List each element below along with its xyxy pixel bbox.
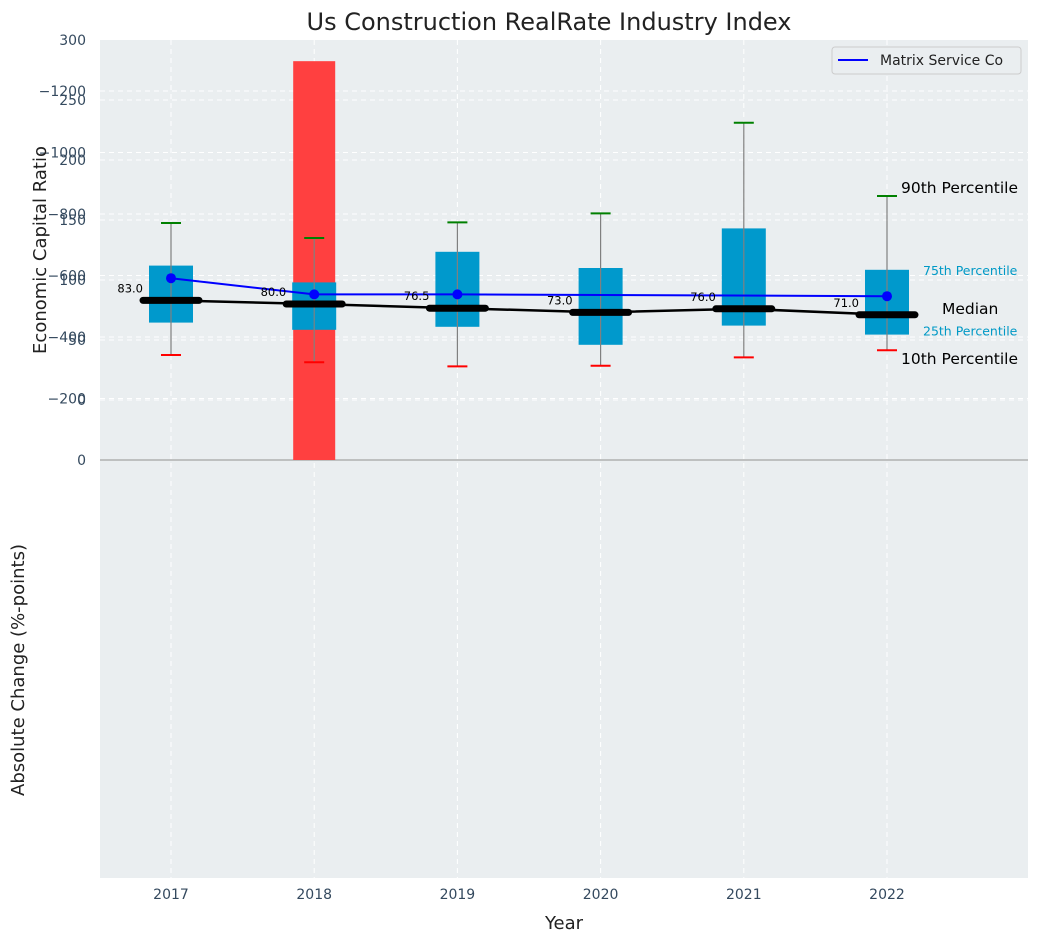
company-point <box>882 291 892 302</box>
median-value-label: 76.5 <box>404 289 430 303</box>
bottom-y-tick-label: −400 <box>48 330 86 346</box>
x-tick-label: 2022 <box>869 887 905 903</box>
x-tick-label: 2020 <box>583 887 619 903</box>
annotation-median: Median <box>942 300 998 318</box>
x-tick-label: 2019 <box>440 887 476 903</box>
x-tick-label: 2021 <box>726 887 762 903</box>
top-y-tick-label: 250 <box>59 93 86 109</box>
company-series-line <box>170 277 888 298</box>
median-value-label: 73.0 <box>547 293 573 307</box>
top-plot-area <box>100 40 1028 460</box>
bottom-y-tick-label: −1000 <box>39 146 86 162</box>
top-y-tick-label: 300 <box>59 33 86 49</box>
bottom-y-tick-label: −1200 <box>39 84 86 100</box>
median-value-label: 71.0 <box>833 296 859 310</box>
annotation-p75: 75th Percentile <box>923 263 1018 278</box>
bottom-plot-area <box>100 460 1028 878</box>
top-y-tick-label: 200 <box>59 153 86 169</box>
top-y-axis-label: Economic Capital Ratio <box>30 146 51 354</box>
bottom-y-tick-label: −600 <box>48 269 86 285</box>
median-value-label: 80.0 <box>261 285 287 299</box>
company-point <box>309 289 320 300</box>
annotation-p25: 25th Percentile <box>923 324 1018 339</box>
legend-entry: Matrix Service Co <box>880 53 1003 69</box>
median-value-label: 76.0 <box>690 290 716 304</box>
top-y-tick-label: 0 <box>77 393 86 409</box>
bottom-y-tick-label: 0 <box>77 453 86 469</box>
chart-title: Us Construction RealRate Industry Index <box>307 8 792 36</box>
top-y-tick-label: 150 <box>59 213 86 229</box>
x-tick-label: 2017 <box>153 887 189 903</box>
company-point <box>452 289 463 300</box>
legend: Matrix Service Co <box>831 46 1022 75</box>
top-y-tick-label: 50 <box>68 333 86 349</box>
x-axis-label: Year <box>544 913 584 934</box>
median-value-label: 83.0 <box>117 281 143 295</box>
annotation-p90: 90th Percentile <box>901 179 1018 197</box>
x-tick-label: 2018 <box>296 887 332 903</box>
annotation-p10: 10th Percentile <box>901 350 1018 368</box>
company-point <box>166 273 176 284</box>
bottom-y-axis-label: Absolute Change (%-points) <box>8 544 29 796</box>
bottom-y-tick-label: −200 <box>48 392 86 408</box>
top-y-tick-label: 100 <box>59 273 86 289</box>
bottom-y-tick-label: −800 <box>48 207 86 223</box>
